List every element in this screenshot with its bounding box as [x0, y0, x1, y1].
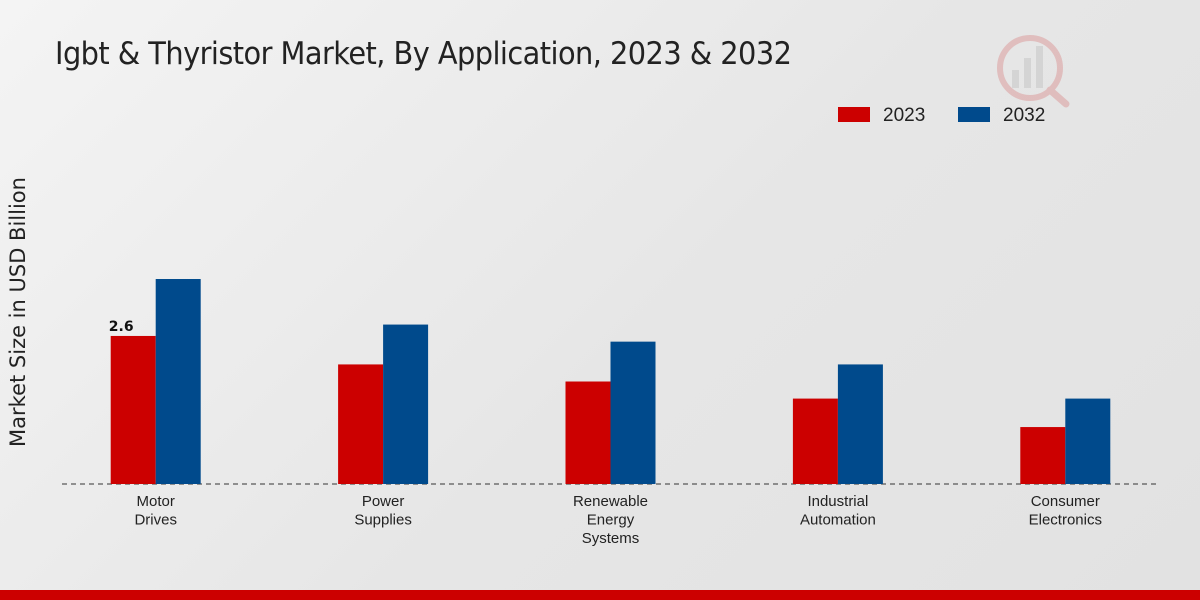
- legend-swatch-2023: [838, 107, 870, 122]
- x-tick-label-1: Power Supplies: [354, 493, 412, 529]
- x-tick-label-line: Electronics: [1029, 512, 1102, 529]
- bar-2032-3[interactable]: [837, 364, 883, 484]
- x-tick-label-line: Systems: [582, 530, 640, 547]
- legend-label-2023: 2023: [883, 105, 925, 126]
- x-tick-label-line: Supplies: [354, 512, 412, 529]
- bar-2023-0[interactable]: [110, 335, 156, 484]
- bar-2032-1[interactable]: [383, 324, 429, 484]
- bar-2023-2[interactable]: [565, 381, 611, 484]
- bottom-accent-bar: [0, 590, 1200, 600]
- legend-swatch-2032: [958, 107, 990, 122]
- x-tick-label-line: Drives: [134, 512, 177, 529]
- x-tick-label-line: Motor: [137, 493, 175, 510]
- bar-2023-3[interactable]: [792, 398, 838, 484]
- bar-2023-4[interactable]: [1020, 427, 1066, 484]
- plot-area: Motor Drives Power Supplies Renewable Energy S…: [62, 279, 1160, 547]
- x-tick-label-line: Renewable: [573, 493, 648, 510]
- x-tick-label-line: Consumer: [1031, 493, 1100, 510]
- bar-2032-2[interactable]: [610, 341, 656, 484]
- x-tick-label-line: Automation: [800, 512, 876, 529]
- x-tick-label-line: Power: [362, 493, 405, 510]
- x-tick-label-line: Industrial: [807, 493, 868, 510]
- legend: 2023 2032: [838, 105, 1045, 126]
- x-tick-label-4: Consumer Electronics: [1029, 493, 1102, 529]
- x-tick-label-2: Renewable Energy Systems: [573, 493, 648, 547]
- bar-2023-1[interactable]: [338, 364, 384, 484]
- x-tick-label-line: Energy: [587, 512, 635, 529]
- legend-label-2032: 2032: [1003, 105, 1045, 126]
- x-tick-label-0: Motor Drives: [134, 493, 177, 529]
- data-label-0: 2.6: [109, 319, 134, 335]
- chart-title: Igbt & Thyristor Market, By Application,…: [55, 36, 792, 72]
- bar-2032-4[interactable]: [1065, 398, 1111, 484]
- x-tick-label-3: Industrial Automation: [800, 493, 876, 529]
- bar-2032-0[interactable]: [155, 279, 201, 484]
- watermark-logo-icon: [997, 35, 1070, 108]
